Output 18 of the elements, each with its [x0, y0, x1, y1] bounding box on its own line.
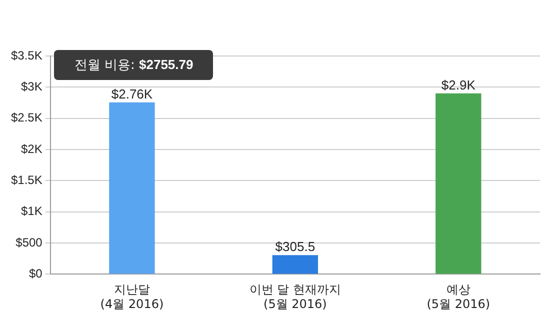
- y-tick-label: $500: [16, 235, 43, 250]
- y-tick-label: $1K: [21, 204, 42, 218]
- x-tick-label: 이번 달 현재까지 (5월 2016): [249, 282, 341, 311]
- x-tick-label: 예상 (5월 2016): [426, 282, 490, 311]
- data-label: $2.9K: [441, 77, 476, 92]
- y-tick-label: $0: [29, 266, 43, 281]
- y-tick-label: $2.5K: [11, 110, 42, 125]
- bar: [436, 93, 482, 274]
- x-tick-label: 지난달 (4월 2016): [100, 282, 164, 311]
- data-label: $305.5: [275, 239, 316, 254]
- y-tick-label: $3K: [21, 79, 42, 94]
- annotation: 전월 비용: $2755.79: [74, 57, 194, 74]
- y-tick-label: $1.5K: [11, 173, 42, 187]
- y-tick-label: $2K: [21, 142, 42, 156]
- y-tick-label: $3.5K: [11, 48, 42, 62]
- bar: [109, 102, 155, 274]
- data-label: $2.76K: [111, 86, 153, 102]
- bar: [272, 255, 318, 274]
